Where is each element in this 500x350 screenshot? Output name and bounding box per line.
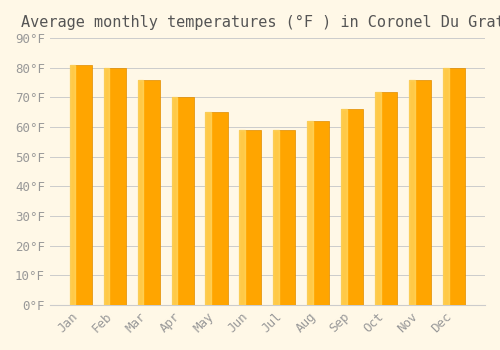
Bar bbox=[308, 121, 330, 305]
Bar bbox=[375, 91, 398, 305]
Bar bbox=[342, 109, 347, 305]
Bar bbox=[206, 112, 228, 305]
Bar bbox=[138, 80, 160, 305]
Bar bbox=[172, 97, 194, 305]
Bar bbox=[375, 91, 381, 305]
Bar bbox=[104, 68, 109, 305]
Bar bbox=[443, 68, 465, 305]
Bar bbox=[104, 68, 126, 305]
Bar bbox=[409, 80, 432, 305]
Bar bbox=[240, 130, 262, 305]
Bar bbox=[342, 109, 363, 305]
Bar bbox=[443, 68, 448, 305]
Bar bbox=[409, 80, 414, 305]
Bar bbox=[70, 65, 92, 305]
Bar bbox=[274, 130, 295, 305]
Bar bbox=[240, 130, 245, 305]
Title: Average monthly temperatures (°F ) in Coronel Du Graty: Average monthly temperatures (°F ) in Co… bbox=[21, 15, 500, 30]
Bar bbox=[308, 121, 313, 305]
Bar bbox=[206, 112, 211, 305]
Bar bbox=[70, 65, 75, 305]
Bar bbox=[172, 97, 177, 305]
Bar bbox=[274, 130, 279, 305]
Bar bbox=[138, 80, 143, 305]
